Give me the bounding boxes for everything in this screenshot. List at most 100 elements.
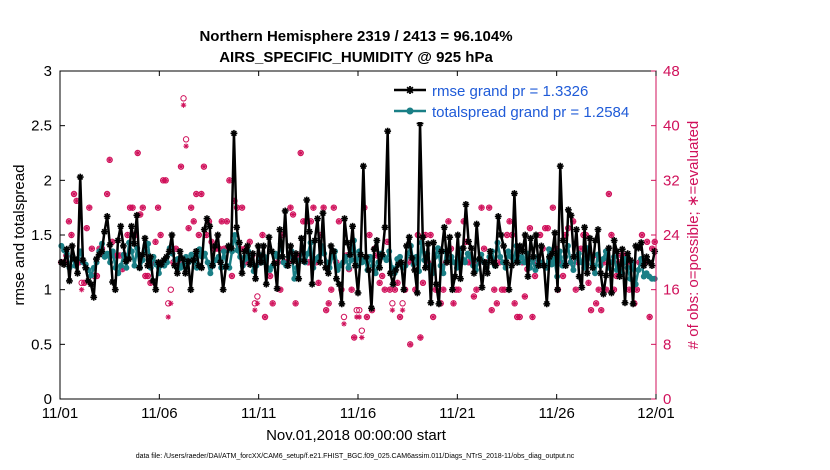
obs-possible-point [356,306,363,314]
rmse-point [227,244,235,252]
totalspread-point [497,253,504,260]
obs-evaluated-point [392,286,398,293]
totalspread-point [462,259,469,266]
x-tick-label: 12/01 [637,405,675,422]
obs-evaluated-point [292,300,299,307]
obs-evaluated-point [389,307,396,313]
rmse-point [362,253,370,261]
rmse-point [446,233,454,241]
rmse-point [114,237,122,244]
totalspread-point [204,259,211,266]
obs-evaluated-point [639,232,645,238]
rmse-point [262,280,270,288]
obs-evaluated-point [145,273,151,279]
rmse-point [268,248,276,255]
obs-evaluated-point [471,293,477,300]
obs-evaluated-point [545,225,551,231]
x-tick-label: 11/11 [241,405,276,422]
obs-evaluated-point [359,334,365,341]
rmse-point [459,244,467,252]
obs-evaluated-point [106,157,113,163]
obs-possible-point [167,286,174,293]
obs-evaluated-point [585,280,592,286]
rmse-point [492,262,499,270]
rmse-point [637,239,645,247]
obs-evaluated-point [455,286,462,293]
rmse-point [211,242,219,250]
rmse-point [532,231,540,239]
rmse-point [457,275,464,283]
obs-evaluated-point [364,314,370,320]
rmse-point [109,278,116,286]
rmse-point [303,196,311,204]
rmse-point [475,255,483,263]
rmse-point [427,299,435,307]
y-right-tick-label: 16 [663,282,680,299]
rmse-point [513,258,521,266]
rmse-point [308,280,316,288]
obs-evaluated-point [634,286,640,293]
rmse-point [613,248,621,255]
rmse-point [454,231,462,239]
obs-evaluated-point [193,191,199,197]
obs-evaluated-point [646,314,653,320]
rmse-point [138,251,146,259]
rmse-point [405,233,413,241]
chart-title: Northern Hemisphere 2319 / 2413 = 96.104… [199,28,512,45]
obs-evaluated-point [593,300,599,307]
obs-evaluated-point [124,232,131,238]
obs-evaluated-point [387,286,393,293]
rmse-point [219,286,227,294]
rmse-point [63,245,71,253]
totalspread-point [231,232,238,238]
obs-possible-point [180,95,187,102]
rmse-point [559,237,567,244]
rmse-point [635,244,642,252]
totalspread-point [651,275,658,282]
rmse-point [591,237,599,244]
rmse-point [152,286,160,294]
rmse-point [359,162,367,170]
obs-evaluated-point [201,163,207,170]
obs-evaluated-point [229,273,235,279]
obs-evaluated-point [430,314,436,320]
rmse-point [171,262,179,270]
totalspread-point [88,272,95,279]
totalspread-point [188,251,195,258]
obs-evaluated-point [320,204,327,211]
rmse-point [511,190,518,197]
y-right-tick-label: 48 [663,63,680,80]
rmse-point [168,231,176,239]
totalspread-point [545,246,552,253]
rmse-point [74,269,81,277]
rmse-point [141,234,149,242]
obs-evaluated-point [407,341,413,348]
rmse-point [257,258,265,266]
obs-evaluated-point [290,211,296,218]
obs-evaluated-point [382,286,388,293]
obs-evaluated-point [351,334,357,341]
totalspread-point [117,262,124,269]
rmse-point [376,264,383,272]
rmse-point [230,129,238,137]
obs-evaluated-point [578,245,584,252]
y-tick-label: 1.5 [31,227,52,244]
rmse-point [473,220,481,228]
rmse-point [273,285,281,292]
rmse-point [128,222,135,230]
rmse-point [133,211,141,219]
legend-rmse-marker [406,86,414,94]
legend-box [390,76,652,122]
rmse-point [575,273,583,280]
rmse-point [198,264,205,272]
rmse-point [651,248,659,255]
obs-evaluated-point [608,232,615,238]
rmse-point [413,289,421,297]
rmse-point [443,258,451,266]
obs-evaluated-point [78,286,85,293]
rmse-point [106,241,114,249]
obs-possible-point [358,327,366,334]
rmse-point [368,304,375,312]
rmse-point [222,263,230,271]
rmse-point [190,256,197,264]
